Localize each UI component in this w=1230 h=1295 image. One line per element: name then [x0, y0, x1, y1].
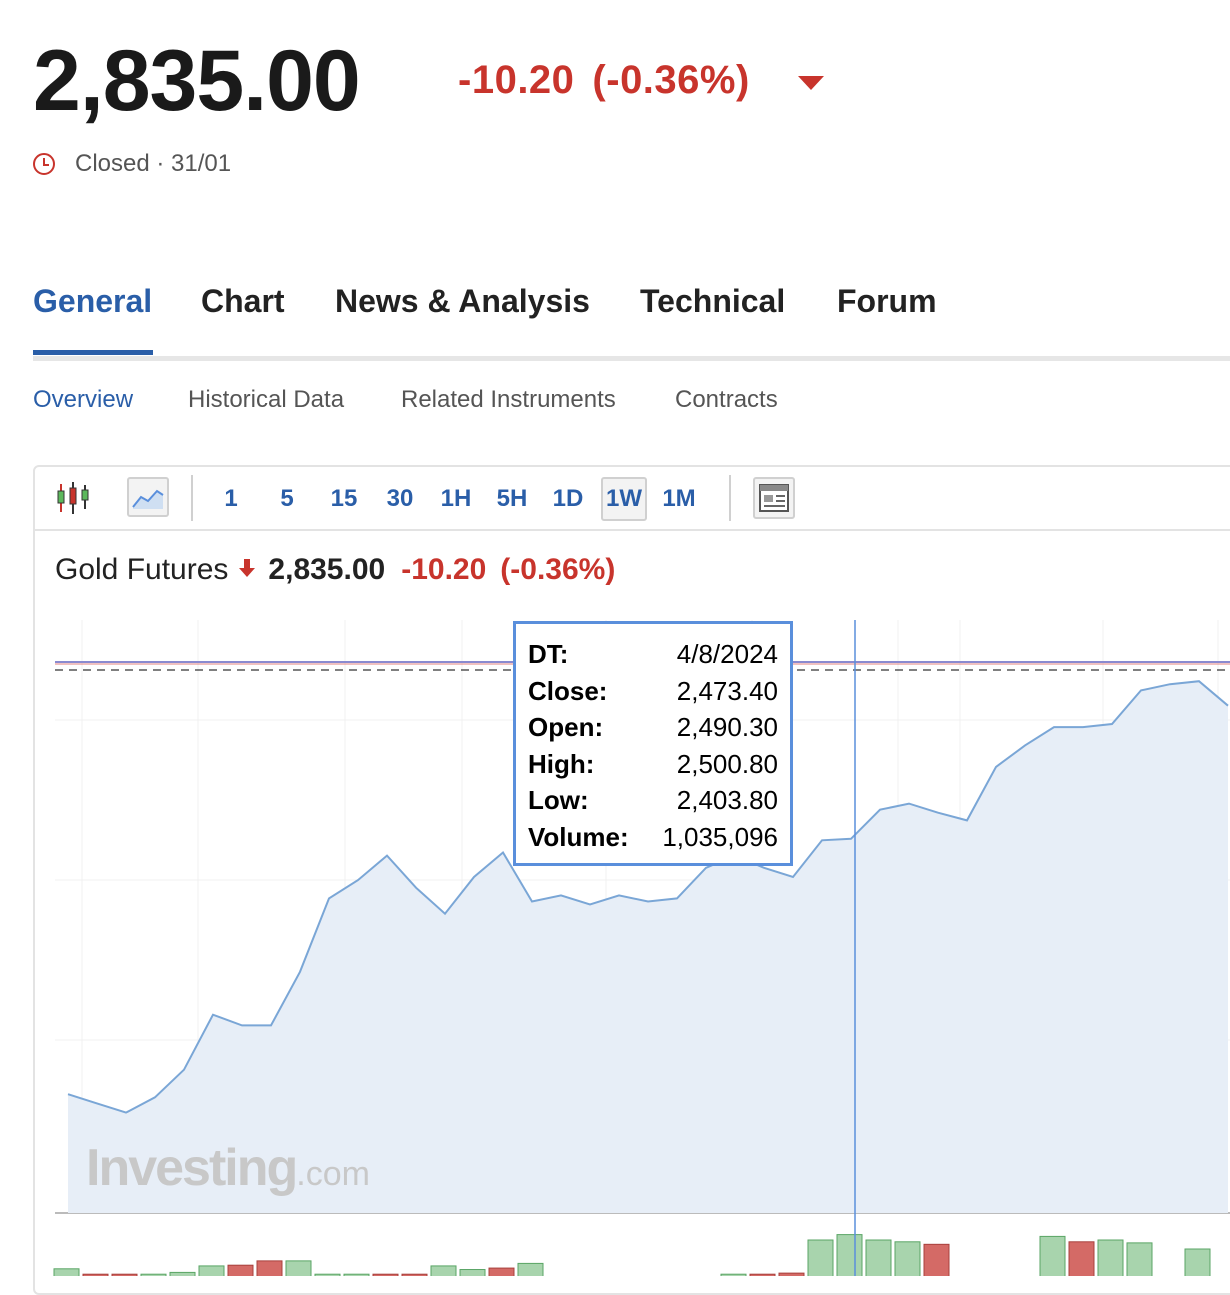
price-change: -10.20 (-0.36%) [458, 60, 750, 100]
interval-1m[interactable]: 1M [662, 485, 696, 512]
market-status: Closed · 31/01 [33, 150, 231, 178]
change-value: -10.20 [458, 58, 575, 102]
volume-bar [1184, 1248, 1211, 1276]
volume-bar [720, 1273, 747, 1276]
volume-bar [53, 1268, 80, 1276]
chart-change: -10.20 [401, 553, 487, 586]
volume-bar [140, 1273, 167, 1276]
status-text: Closed · 31/01 [75, 150, 232, 177]
chart-toolbar: 1 5 15 30 1H 5H 1D 1W 1M [35, 467, 1230, 531]
table-layout-icon[interactable] [753, 477, 795, 519]
tooltip-key: High: [528, 748, 595, 779]
tab-label: Chart [201, 283, 285, 319]
tab-forum[interactable]: Forum [837, 280, 937, 350]
last-price: 2,835.00 [33, 33, 361, 129]
chart-title-bar: Gold Futures 2,835.00 -10.20 (-0.36%) [55, 553, 615, 587]
tooltip-value: 2,473.40 [676, 675, 778, 706]
down-triangle-icon [798, 76, 824, 90]
volume-bar [285, 1260, 312, 1276]
subtab-contracts[interactable]: Contracts [675, 386, 778, 413]
area-chart-icon[interactable] [127, 477, 169, 517]
volume-bar [227, 1264, 254, 1276]
tab-label: News & Analysis [335, 283, 590, 319]
volume-bar [1097, 1239, 1124, 1276]
volume-bar [459, 1269, 486, 1276]
volume-bar [749, 1273, 776, 1276]
volume-bar [865, 1239, 892, 1276]
tooltip-row: Close: 2,473.40 [528, 673, 778, 710]
chart-change-percent: (-0.36%) [500, 553, 616, 586]
tooltip-key: Close: [528, 675, 608, 706]
tooltip-value: 1,035,096 [662, 821, 778, 852]
subtab-related-instruments[interactable]: Related Instruments [401, 386, 616, 413]
interval-1h[interactable]: 1H [440, 485, 472, 512]
interval-5h[interactable]: 5H [496, 485, 528, 512]
tab-label: General [33, 283, 153, 319]
change-percent: (-0.36%) [592, 58, 750, 102]
volume-bar [517, 1262, 544, 1276]
clock-icon [33, 153, 55, 175]
volume-bar [807, 1239, 834, 1276]
tooltip-key: Open: [528, 712, 604, 742]
volume-bar [169, 1271, 196, 1276]
main-tabs: General Chart News & Analysis Technical … [33, 280, 1230, 361]
toolbar-divider [191, 475, 193, 521]
chart-panel: 1 5 15 30 1H 5H 1D 1W 1M Gold Futures 2,… [33, 465, 1230, 1295]
tab-general[interactable]: General [33, 280, 153, 355]
subtab-overview[interactable]: Overview [33, 386, 134, 413]
tooltip-key: Volume: [528, 821, 629, 852]
down-arrow-icon [238, 553, 256, 587]
volume-bar [256, 1260, 283, 1276]
volume-bar [198, 1265, 225, 1276]
volume-bar [401, 1273, 428, 1276]
volume-bar [923, 1243, 950, 1276]
volume-bar [1039, 1235, 1066, 1276]
tab-technical[interactable]: Technical [640, 280, 785, 350]
volume-bar [372, 1273, 399, 1276]
volume-bar [836, 1234, 863, 1276]
volume-bar [343, 1273, 370, 1276]
tab-news-analysis[interactable]: News & Analysis [335, 280, 590, 350]
volume-bar [1068, 1241, 1095, 1276]
data-tooltip: DT: 4/8/2024 Close: 2,473.40 Open: 2,490.30 Hi… [513, 621, 793, 866]
subtab-historical-data[interactable]: Historical Data [188, 386, 345, 413]
instrument-name: Gold Futures [55, 553, 229, 586]
tab-chart[interactable]: Chart [201, 280, 285, 350]
interval-15[interactable]: 15 [330, 485, 358, 512]
volume-bar [430, 1265, 457, 1276]
tab-label: Forum [837, 283, 937, 319]
volume-bar [111, 1273, 138, 1276]
interval-5[interactable]: 5 [280, 485, 294, 512]
volume-bar [894, 1241, 921, 1276]
interval-1d[interactable]: 1D [552, 485, 584, 512]
tooltip-row: High: 2,500.80 [528, 746, 778, 783]
investing-watermark: Investing.com [86, 1139, 370, 1197]
tab-label: Technical [640, 283, 786, 319]
interval-30[interactable]: 30 [386, 485, 414, 512]
price-line [67, 680, 1229, 1114]
active-tab-underline [33, 350, 153, 355]
tooltip-row: DT: 4/8/2024 [528, 636, 778, 673]
volume-bar [82, 1273, 109, 1276]
volume-bar [314, 1273, 341, 1276]
tooltip-value: 2,490.30 [676, 712, 778, 742]
tooltip-key: DT: [528, 639, 569, 669]
tooltip-row: Low: 2,403.80 [528, 782, 778, 819]
tooltip-value: 2,500.80 [676, 748, 778, 779]
toolbar-divider [729, 475, 731, 521]
tooltip-key: Low: [528, 785, 589, 815]
tooltip-value: 2,403.80 [676, 785, 778, 815]
tooltip-row: Volume: 1,035,096 [528, 819, 778, 856]
volume-bar [488, 1267, 515, 1276]
chart-price: 2,835.00 [268, 553, 386, 586]
volume-bar [1126, 1242, 1153, 1276]
interval-1w[interactable]: 1W [601, 477, 647, 521]
tooltip-value: 4/8/2024 [676, 639, 778, 669]
candlestick-icon[interactable] [55, 481, 93, 515]
tooltip-row: Open: 2,490.30 [528, 709, 778, 746]
interval-1[interactable]: 1 [224, 485, 238, 512]
price-area [68, 681, 1228, 1213]
